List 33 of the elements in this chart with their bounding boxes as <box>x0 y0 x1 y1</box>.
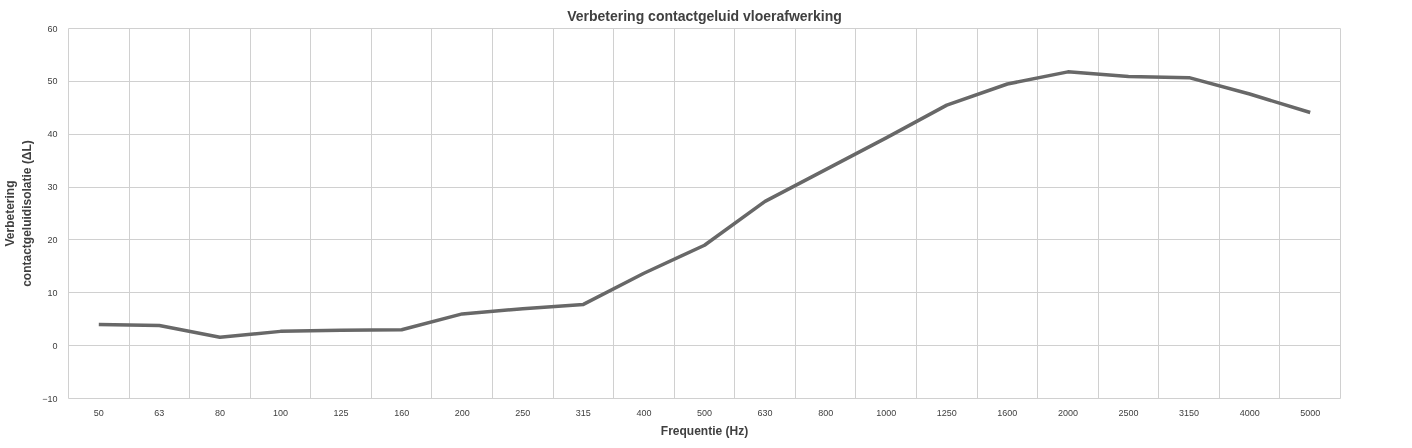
x-tick-label: 160 <box>394 407 410 418</box>
x-tick-label: 50 <box>93 407 104 418</box>
x-tick-label: 2000 <box>1057 407 1078 418</box>
x-tick-label: 800 <box>818 407 834 418</box>
x-tick-label: 500 <box>696 407 713 418</box>
x-tick-label: 5000 <box>1300 407 1321 418</box>
x-tick-label: 2500 <box>1118 407 1139 418</box>
x-tick-label: 125 <box>333 407 349 418</box>
y-tick-label: 60 <box>47 23 58 34</box>
x-tick-label: 1600 <box>997 407 1018 418</box>
y-tick-label: 40 <box>47 129 58 140</box>
x-tick-label: 4000 <box>1239 407 1260 418</box>
y-tick-label: 10 <box>47 287 58 298</box>
x-tick-label: 250 <box>515 407 531 418</box>
y-tick-label: 50 <box>47 76 58 87</box>
x-tick-label: 100 <box>272 407 289 418</box>
x-tick-label: 1250 <box>936 407 957 418</box>
x-tick-label: 63 <box>154 407 165 418</box>
y-tick-label: −10 <box>42 393 58 404</box>
x-tick-label: 200 <box>454 407 470 418</box>
x-tick-label: 630 <box>757 407 773 418</box>
x-tick-label: 80 <box>214 407 225 418</box>
line-series <box>97 70 1312 339</box>
x-tick-label: 315 <box>575 407 591 418</box>
x-axis-title: Frequentie (Hz) <box>660 423 749 438</box>
y-axis-title: Verbetering contactgeluidisolatie (ΔL) <box>3 140 35 287</box>
x-tick-label: 400 <box>636 407 652 418</box>
x-tick-label: 3150 <box>1179 407 1200 418</box>
y-tick-label: 0 <box>52 340 58 351</box>
chart-title: Verbetering contactgeluid vloerafwerking <box>567 7 842 24</box>
y-tick-label: 20 <box>47 234 58 245</box>
x-tick-label: 1000 <box>876 407 897 418</box>
y-tick-label: 30 <box>47 182 58 193</box>
